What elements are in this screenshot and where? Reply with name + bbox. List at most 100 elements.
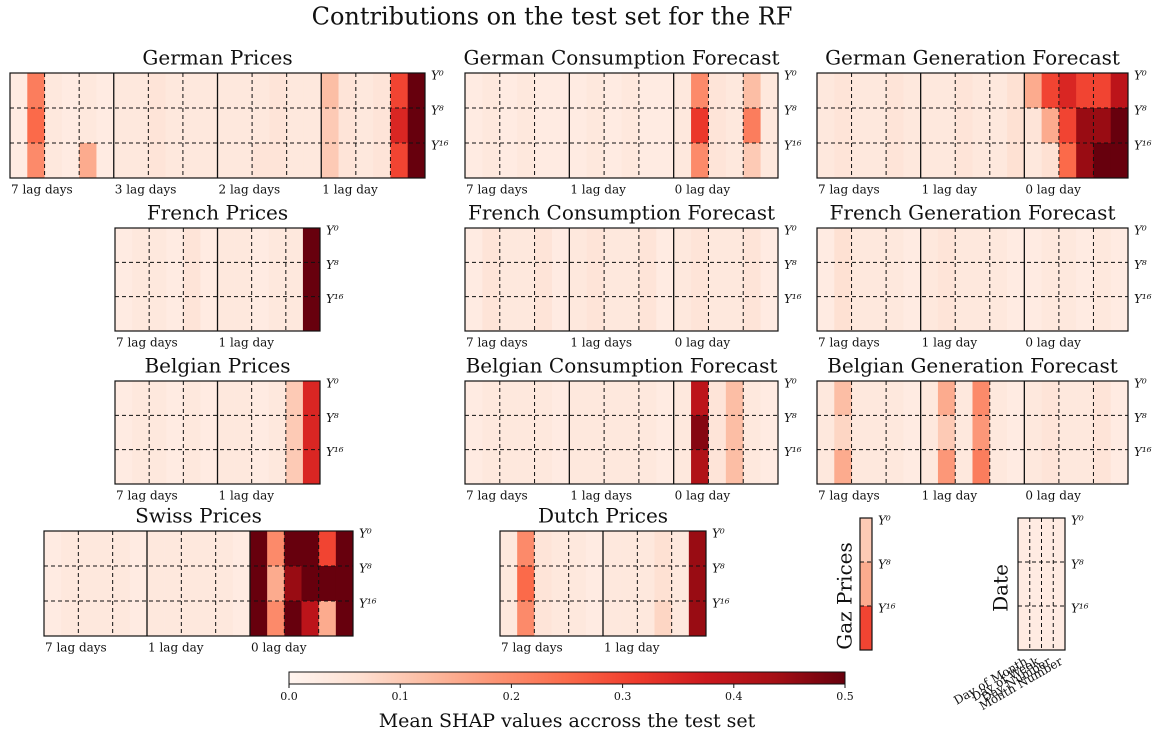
heatmap-cell <box>638 296 657 332</box>
heatmap-cell <box>1007 228 1025 263</box>
heatmap-cell <box>234 449 252 485</box>
block-label: 7 lag days <box>818 489 880 503</box>
heatmap-cell <box>1110 108 1129 144</box>
heatmap-cell <box>132 262 150 297</box>
heatmap-cell <box>851 143 870 179</box>
heatmap-cell <box>743 296 761 332</box>
heatmap-cell <box>96 108 115 144</box>
heatmap-cell <box>1053 518 1066 563</box>
heatmap-cell <box>920 262 939 297</box>
heatmap-cell <box>252 73 270 109</box>
heatmap-cell <box>200 449 218 485</box>
heatmap-cell <box>673 262 692 297</box>
heatmap-cell <box>903 108 921 144</box>
heatmap-cell <box>164 566 182 602</box>
heatmap-cell <box>78 531 96 567</box>
heatmap-cell <box>604 108 622 144</box>
heatmap-cell <box>937 108 956 144</box>
heatmap-cell <box>1058 228 1077 263</box>
heatmap-cell <box>232 531 251 567</box>
heatmap-cell <box>637 531 655 567</box>
panel-title: Belgian Prices <box>144 354 290 378</box>
row-label: Y¹⁶ <box>326 445 344 459</box>
heatmap-cell <box>886 108 904 144</box>
heatmap-cell <box>112 566 131 602</box>
heatmap-cell <box>302 296 321 332</box>
heatmap-cell <box>1110 449 1129 485</box>
heatmap-cell <box>1076 73 1094 109</box>
heatmap-cell <box>1076 449 1094 485</box>
heatmap-cell <box>621 381 640 416</box>
heatmap-cell <box>200 228 218 263</box>
heatmap-cell <box>972 262 991 297</box>
heatmap-cell <box>1007 415 1025 450</box>
row-label: Y¹⁶ <box>326 292 344 306</box>
heatmap-cell <box>1018 562 1031 607</box>
heatmap-cell <box>903 296 921 332</box>
block-label: 7 lag days <box>45 641 107 655</box>
heatmap-cell <box>937 262 956 297</box>
row-label: Y⁸ <box>1071 558 1084 572</box>
heatmap-cell <box>989 228 1008 263</box>
heatmap-cell <box>1041 381 1060 416</box>
panel-title: German Consumption Forecast <box>464 46 780 70</box>
heatmap-cell <box>989 296 1008 332</box>
heatmap-cell <box>903 262 921 297</box>
heatmap-cell <box>1058 381 1077 416</box>
heatmap-cell <box>708 73 727 109</box>
heatmap-cell <box>302 415 321 450</box>
heatmap-cell <box>95 601 113 637</box>
block-label: 0 lag day <box>1025 183 1081 197</box>
heatmap-cell <box>250 566 268 602</box>
heatmap-cell <box>972 73 991 109</box>
heatmap-cell <box>989 262 1008 297</box>
heatmap-cell <box>1024 381 1042 416</box>
heatmap-cell <box>1041 449 1060 485</box>
heatmap-cell <box>1110 296 1129 332</box>
heatmap-cell <box>1110 73 1129 109</box>
heatmap-cell <box>1058 262 1077 297</box>
block-label: 7 lag days <box>11 183 73 197</box>
heatmap-cell <box>551 601 569 637</box>
heatmap-cell <box>1093 449 1112 485</box>
heatmap-cell <box>972 449 991 485</box>
heatmap-cell <box>95 531 113 567</box>
heatmap-cell <box>465 108 483 144</box>
colorbar <box>288 671 846 685</box>
heatmap-cell <box>585 601 604 637</box>
row-label: Y¹⁶ <box>712 597 730 611</box>
heatmap-cell <box>131 73 149 109</box>
heatmap-cell <box>972 415 991 450</box>
heatmap-cell <box>285 381 304 416</box>
heatmap-cell <box>499 449 518 485</box>
row-label: Y⁸ <box>784 258 797 272</box>
heatmap-cell <box>517 449 535 485</box>
heatmap-cell <box>886 262 904 297</box>
heatmap-cell <box>517 262 535 297</box>
heatmap-cell <box>568 566 587 602</box>
heatmap-cell <box>321 143 339 179</box>
heatmap-cell <box>234 296 252 332</box>
heatmap-cell <box>621 415 640 450</box>
heatmap-cell <box>585 566 604 602</box>
heatmap-cell <box>1058 73 1077 109</box>
heatmap-cell <box>61 531 79 567</box>
heatmap-cell <box>691 296 709 332</box>
heatmap-cell <box>621 449 640 485</box>
heatmap-cell <box>286 143 305 179</box>
heatmap-cell <box>638 73 657 109</box>
heatmap-cell <box>760 73 779 109</box>
heatmap-cell <box>834 108 852 144</box>
heatmap-cell <box>200 108 218 144</box>
heatmap-cell <box>390 108 409 144</box>
block-label: 1 lag days <box>570 489 632 503</box>
heatmap-cell <box>79 143 97 179</box>
panel-frame <box>464 227 779 332</box>
heatmap-cell <box>268 449 287 485</box>
heatmap-cell <box>301 531 319 567</box>
heatmap-cell <box>164 601 182 637</box>
heatmap-cell <box>1041 73 1060 109</box>
row-label: Y¹⁶ <box>431 139 449 153</box>
heatmap-cell <box>725 73 744 109</box>
heatmap-cell <box>725 143 744 179</box>
